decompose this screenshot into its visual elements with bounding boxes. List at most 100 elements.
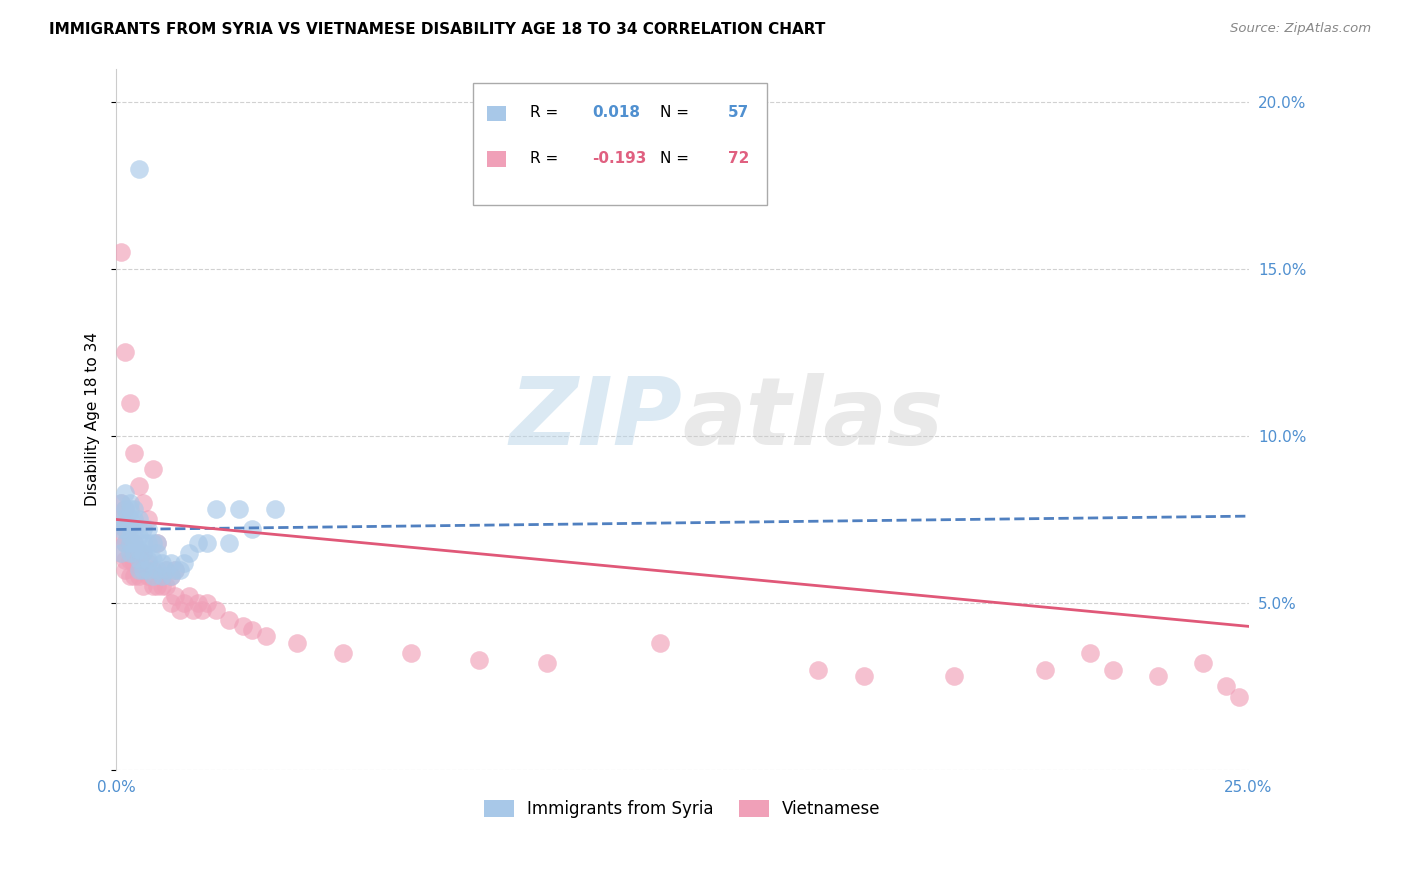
Point: [128, 546, 150, 560]
Point: [136, 512, 159, 526]
Point: [124, 536, 146, 550]
Point: [128, 556, 150, 570]
Point: [146, 536, 169, 550]
Point: [187, 536, 209, 550]
Point: [165, 589, 187, 603]
Point: [118, 512, 141, 526]
Text: 72: 72: [728, 151, 749, 166]
Point: [150, 579, 173, 593]
Point: [110, 523, 132, 537]
Point: [165, 563, 187, 577]
Point: [136, 536, 159, 550]
Text: ZIP: ZIP: [509, 373, 682, 466]
Point: [191, 602, 214, 616]
Point: [146, 579, 169, 593]
Point: [132, 523, 155, 537]
Point: [132, 536, 155, 550]
Point: [141, 563, 163, 577]
Point: [159, 569, 181, 583]
Point: [136, 523, 159, 537]
Point: [187, 596, 209, 610]
Point: [332, 646, 354, 660]
Point: [195, 536, 218, 550]
Point: [128, 512, 150, 526]
Point: [124, 512, 146, 526]
Point: [169, 563, 191, 577]
Point: [1078, 646, 1101, 660]
Point: [146, 546, 169, 560]
Point: [114, 523, 136, 537]
Point: [114, 512, 136, 526]
Text: N =: N =: [659, 105, 693, 120]
Point: [118, 395, 141, 409]
Point: [110, 546, 132, 560]
Point: [169, 602, 191, 616]
Point: [118, 536, 141, 550]
Point: [399, 646, 422, 660]
Text: -0.193: -0.193: [592, 151, 647, 166]
Point: [467, 653, 489, 667]
Point: [132, 563, 155, 577]
Point: [1033, 663, 1056, 677]
Point: [132, 546, 155, 560]
Point: [110, 245, 132, 260]
Point: [852, 669, 875, 683]
Point: [132, 496, 155, 510]
Point: [232, 619, 254, 633]
Point: [114, 523, 136, 537]
Point: [287, 636, 309, 650]
Text: N =: N =: [659, 151, 693, 166]
Point: [114, 502, 136, 516]
Point: [110, 512, 132, 526]
Point: [146, 563, 169, 577]
Point: [114, 563, 136, 577]
Y-axis label: Disability Age 18 to 34: Disability Age 18 to 34: [86, 332, 100, 507]
Point: [136, 563, 159, 577]
Point: [263, 502, 285, 516]
Legend: Immigrants from Syria, Vietnamese: Immigrants from Syria, Vietnamese: [478, 793, 887, 825]
Text: 57: 57: [728, 105, 749, 120]
Point: [240, 623, 263, 637]
Point: [807, 663, 830, 677]
Point: [205, 602, 228, 616]
Point: [124, 502, 146, 516]
Point: [254, 629, 277, 643]
Point: [110, 496, 132, 510]
Point: [159, 556, 181, 570]
Point: [128, 552, 150, 566]
Point: [128, 161, 150, 176]
Point: [155, 563, 177, 577]
Point: [1101, 663, 1123, 677]
Point: [118, 519, 141, 533]
Text: atlas: atlas: [682, 373, 943, 466]
Point: [173, 596, 195, 610]
Point: [114, 502, 136, 516]
Point: [141, 462, 163, 476]
Point: [195, 596, 218, 610]
Point: [118, 552, 141, 566]
Point: [110, 529, 132, 543]
Text: IMMIGRANTS FROM SYRIA VS VIETNAMESE DISABILITY AGE 18 TO 34 CORRELATION CHART: IMMIGRANTS FROM SYRIA VS VIETNAMESE DISA…: [49, 22, 825, 37]
Point: [118, 496, 141, 510]
Point: [114, 536, 136, 550]
Point: [1215, 680, 1237, 694]
Point: [118, 529, 141, 543]
Point: [124, 523, 146, 537]
Point: [124, 445, 146, 459]
Point: [218, 613, 240, 627]
Point: [114, 552, 136, 566]
Point: [159, 596, 181, 610]
Point: [114, 345, 136, 359]
Point: [118, 536, 141, 550]
Point: [124, 536, 146, 550]
FancyBboxPatch shape: [486, 105, 506, 121]
Point: [128, 529, 150, 543]
Point: [1229, 690, 1251, 704]
Point: [118, 546, 141, 560]
Point: [150, 569, 173, 583]
Point: [165, 563, 187, 577]
Point: [128, 563, 150, 577]
Point: [136, 552, 159, 566]
Point: [124, 569, 146, 583]
Point: [150, 556, 173, 570]
